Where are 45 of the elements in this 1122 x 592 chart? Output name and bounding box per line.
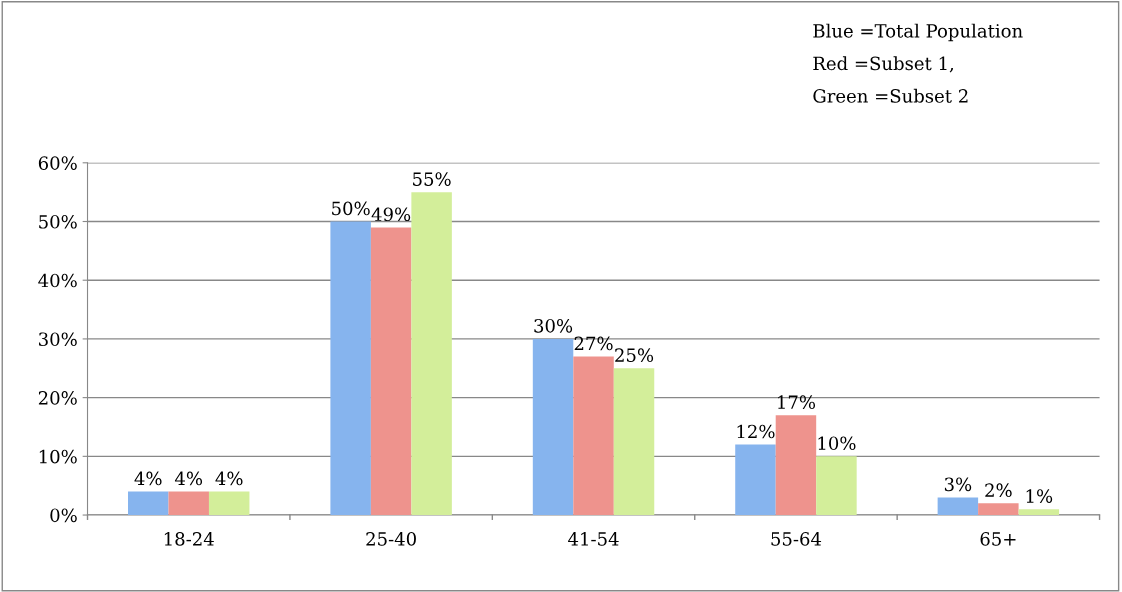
data-label: 50% bbox=[332, 201, 370, 216]
y-tick-label: 10% bbox=[39, 449, 77, 464]
data-label: 10% bbox=[818, 436, 856, 451]
data-label: 4% bbox=[174, 471, 203, 486]
x-tick-label: 18-24 bbox=[164, 532, 214, 546]
bar bbox=[411, 192, 452, 516]
bar bbox=[128, 491, 169, 516]
bar bbox=[168, 491, 209, 516]
x-tick-label: 25-40 bbox=[366, 532, 416, 546]
bar bbox=[330, 221, 371, 516]
y-tick-label: 0% bbox=[50, 508, 77, 523]
y-tick-label: 50% bbox=[39, 214, 77, 229]
bar bbox=[370, 227, 412, 516]
data-label: 1% bbox=[1026, 489, 1053, 503]
y-tick-label: 20% bbox=[38, 391, 77, 405]
y-tick-label: 40% bbox=[38, 273, 77, 288]
y-tick-label: 60% bbox=[38, 156, 77, 170]
data-label: 30% bbox=[534, 318, 573, 333]
data-label: 4% bbox=[134, 471, 162, 486]
bar bbox=[1018, 509, 1060, 516]
data-label: 55% bbox=[413, 172, 451, 186]
x-tick-label: 65+ bbox=[980, 532, 1016, 546]
bar bbox=[573, 356, 614, 516]
data-label: 4% bbox=[215, 471, 243, 486]
y-tick-label: 30% bbox=[39, 332, 77, 347]
data-label: 17% bbox=[778, 395, 816, 409]
data-label: 3% bbox=[944, 477, 972, 492]
text: Blue =Total Population bbox=[813, 23, 1023, 42]
bar bbox=[978, 503, 1019, 516]
bar bbox=[532, 338, 574, 516]
bar bbox=[613, 368, 655, 516]
x-tick-label: 41-54 bbox=[568, 532, 619, 546]
x-tick-label: 55-64 bbox=[771, 532, 822, 546]
text: Red =Subset 1, bbox=[813, 56, 954, 73]
data-label: 25% bbox=[615, 348, 654, 362]
data-label: 27% bbox=[574, 336, 613, 351]
bar bbox=[816, 456, 857, 516]
text: Green =Subset 2 bbox=[813, 88, 968, 103]
bar bbox=[735, 444, 776, 516]
bar bbox=[208, 491, 250, 516]
bar bbox=[775, 415, 817, 516]
bar bbox=[937, 497, 979, 516]
data-label: 2% bbox=[985, 483, 1012, 498]
data-label: 49% bbox=[371, 207, 411, 222]
data-label: 12% bbox=[737, 424, 775, 439]
